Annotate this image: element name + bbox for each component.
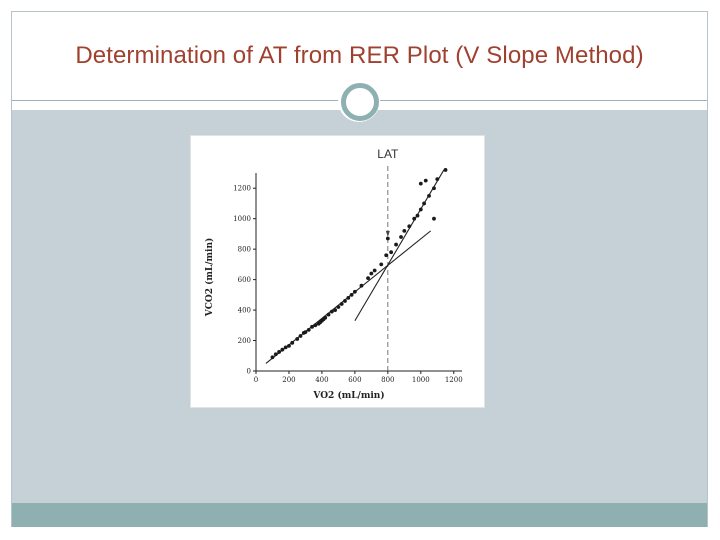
data-point (306, 327, 311, 332)
data-point (369, 271, 374, 276)
data-point (290, 340, 295, 345)
fit-lines-layer (265, 166, 445, 371)
data-point (418, 207, 423, 212)
data-point (303, 330, 308, 335)
data-point (399, 235, 403, 239)
data-point (359, 283, 364, 288)
data-point (349, 292, 354, 297)
data-point (313, 323, 318, 328)
data-point (343, 299, 347, 303)
data-point (379, 262, 384, 267)
y-tick-label: 1200 (233, 185, 251, 193)
lat-arrowhead (385, 230, 390, 237)
data-point (273, 352, 278, 357)
data-point (443, 168, 448, 172)
slide-title: Determination of AT from RER Plot (V Slo… (75, 42, 644, 69)
data-point (407, 224, 412, 229)
data-point (277, 350, 281, 354)
data-point (418, 181, 423, 186)
data-point (346, 295, 351, 300)
footer-band (12, 503, 707, 527)
data-point (366, 276, 370, 280)
data-point (432, 216, 436, 221)
data-point (329, 309, 334, 314)
figure-panel: 0 200 400 600 800 1000 1200 0 200 400 600 800 1000 12… (190, 135, 485, 408)
data-point (389, 250, 394, 255)
data-point (270, 355, 275, 360)
y-tick-label: 400 (238, 307, 251, 315)
data-point (287, 343, 291, 348)
data-point (283, 345, 288, 350)
x-tick-label: 1000 (412, 376, 430, 384)
y-tick-label: 800 (238, 246, 251, 254)
axes-layer (255, 173, 462, 372)
data-point (402, 228, 407, 233)
data-point (415, 213, 420, 218)
y-axis-title: VCO2 (mL/min) (204, 238, 215, 318)
data-point (423, 178, 428, 183)
data-point (310, 324, 314, 329)
x-tick-label: 200 (282, 376, 295, 384)
data-point (384, 253, 389, 258)
data-point (412, 216, 417, 221)
y-tick-label: 1000 (233, 215, 251, 223)
lat-annotation-label: LAT (377, 147, 399, 161)
x-tick-label: 800 (381, 376, 394, 384)
x-axis-title: VO2 (mL/min) (312, 390, 384, 401)
x-tick-label: 0 (254, 376, 258, 384)
x-tick-label: 400 (315, 376, 328, 384)
data-point (280, 347, 285, 352)
vslope-chart: 0 200 400 600 800 1000 1200 0 200 400 600 800 1000 12… (204, 147, 463, 401)
data-point (336, 305, 341, 309)
data-point (422, 201, 426, 206)
data-point (298, 334, 303, 338)
data-point (372, 268, 377, 273)
x-tick-label: 600 (348, 376, 361, 384)
data-point (326, 312, 331, 317)
data-point (432, 186, 436, 191)
data-point (323, 315, 328, 320)
circle-ornament-icon (341, 83, 379, 121)
data-point (295, 337, 300, 341)
y-tick-label: 200 (238, 337, 251, 345)
y-tick-label: 600 (238, 276, 251, 284)
x-tick-label: 1200 (445, 376, 463, 384)
data-point (333, 308, 338, 312)
ticks-layer: 0 200 400 600 800 1000 1200 0 200 400 600 800 1000 12… (233, 185, 463, 384)
y-tick-label: 0 (247, 368, 251, 376)
data-point (352, 289, 357, 294)
points-layer (270, 168, 448, 360)
regression-line (354, 169, 445, 322)
data-point (394, 242, 398, 247)
data-point (385, 236, 390, 241)
data-point (427, 193, 431, 198)
data-point (435, 177, 440, 181)
data-point (339, 302, 344, 306)
